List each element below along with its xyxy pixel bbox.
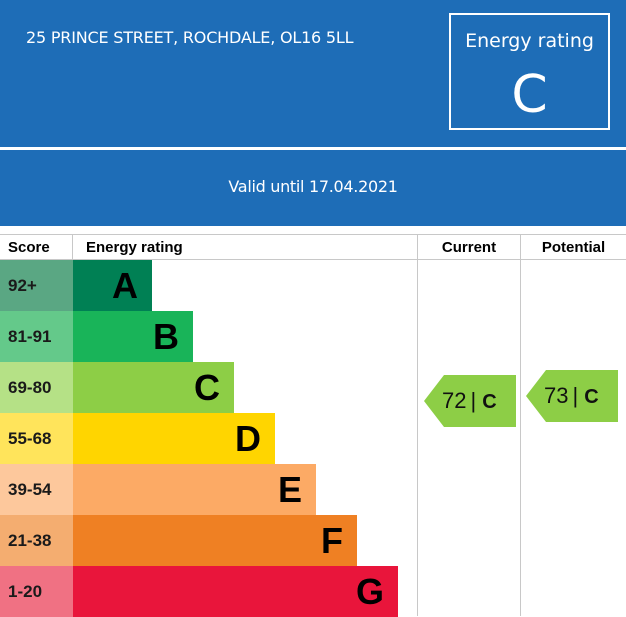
current-score: 72 <box>442 388 467 413</box>
band-f: F <box>73 515 357 566</box>
score-column-divider <box>72 234 73 259</box>
band-d: D <box>73 413 275 464</box>
score-cell-e: 39-54 <box>0 464 73 515</box>
energy-rating-box: Energy rating C <box>449 13 610 130</box>
validity-banner: Valid until 17.04.2021 <box>0 150 626 226</box>
score-cell-b: 81-91 <box>0 311 73 362</box>
current-rating-arrow: 72 | C <box>424 375 516 427</box>
energy-rating-column-header: Energy rating <box>86 239 183 256</box>
current-column-header: Current <box>441 239 497 256</box>
band-e: E <box>73 464 316 515</box>
score-cell-f: 21-38 <box>0 515 73 566</box>
potential-rating-arrow: 73 | C <box>526 370 618 422</box>
potential-score: 73 <box>544 383 569 408</box>
table-header-border <box>0 259 626 260</box>
potential-separator: | <box>572 383 579 408</box>
score-cell-g: 1-20 <box>0 566 73 617</box>
potential-column-divider <box>520 234 521 616</box>
current-separator: | <box>470 388 477 413</box>
potential-rating-label: 73 | C <box>544 370 599 422</box>
header-banner: 25 PRINCE STREET, ROCHDALE, OL16 5LL Ene… <box>0 0 626 147</box>
property-address: 25 PRINCE STREET, ROCHDALE, OL16 5LL <box>26 28 354 47</box>
band-a: A <box>73 260 152 311</box>
potential-column-header: Potential <box>541 239 606 256</box>
current-rating-label: 72 | C <box>442 375 497 427</box>
score-cell-a: 92+ <box>0 260 73 311</box>
valid-until-text: Valid until 17.04.2021 <box>228 177 398 196</box>
score-column-header: Score <box>8 239 50 256</box>
band-g: G <box>73 566 398 617</box>
current-letter: C <box>482 391 497 413</box>
potential-letter: C <box>584 386 599 408</box>
energy-rating-table: Score Energy rating Current Potential 92… <box>0 234 626 617</box>
score-cell-d: 55-68 <box>0 413 73 464</box>
energy-rating-box-label: Energy rating <box>465 30 594 52</box>
header-divider <box>0 147 626 150</box>
current-column-divider <box>417 234 418 616</box>
energy-rating-box-letter: C <box>511 65 548 125</box>
table-top-border <box>0 234 626 235</box>
band-c: C <box>73 362 234 413</box>
score-cell-c: 69-80 <box>0 362 73 413</box>
band-b: B <box>73 311 193 362</box>
